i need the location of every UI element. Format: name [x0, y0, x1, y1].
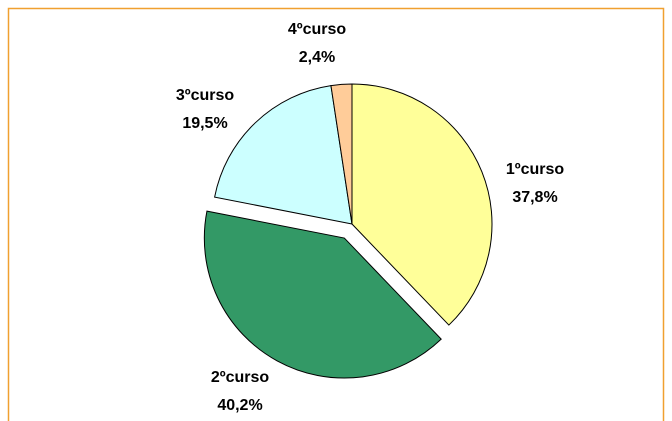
- slice-value-label: 40,2%: [217, 397, 262, 414]
- pie-slice: [330, 83, 353, 225]
- pie-slice: [351, 83, 493, 326]
- pie-slice: [214, 85, 353, 225]
- slice-category-label: 3ºcurso: [176, 87, 235, 104]
- slice-value-label: 37,8%: [512, 189, 557, 206]
- slice-value-label: 19,5%: [182, 115, 227, 132]
- pie-slice: [203, 210, 442, 379]
- slice-value-label: 2,4%: [299, 49, 335, 66]
- slice-category-label: 2ºcurso: [211, 369, 270, 386]
- slice-category-label: 4ºcurso: [288, 21, 347, 38]
- slice-category-label: 1ºcurso: [506, 161, 565, 178]
- frame: [7, 7, 665, 421]
